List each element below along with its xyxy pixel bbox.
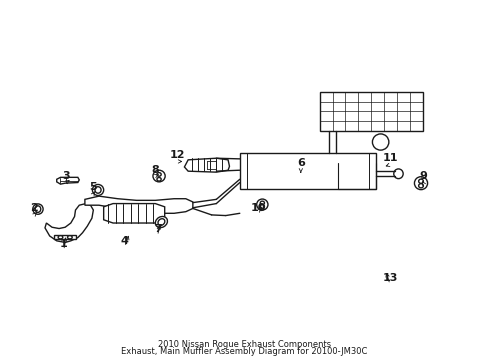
Ellipse shape [33,204,43,214]
Polygon shape [103,203,164,223]
Ellipse shape [158,219,164,225]
Ellipse shape [95,187,101,193]
Text: 2: 2 [30,203,38,213]
Ellipse shape [393,169,402,179]
Text: 4: 4 [121,236,128,246]
Ellipse shape [157,173,161,176]
Text: 3: 3 [62,171,70,181]
Text: 5: 5 [89,183,97,192]
Text: 12: 12 [170,150,185,160]
Text: 6: 6 [296,158,304,168]
Text: 11: 11 [382,153,397,163]
Text: 2010 Nissan Rogue Exhaust Components: 2010 Nissan Rogue Exhaust Components [158,340,330,349]
Polygon shape [319,92,422,131]
Text: 10: 10 [250,203,266,213]
Ellipse shape [260,201,264,205]
Polygon shape [239,153,375,189]
Ellipse shape [153,170,165,182]
Ellipse shape [372,134,388,150]
Polygon shape [54,235,75,239]
Ellipse shape [155,216,167,228]
Ellipse shape [67,236,72,239]
Text: 7: 7 [153,225,161,234]
Ellipse shape [260,205,264,208]
Polygon shape [184,158,229,172]
Ellipse shape [256,199,267,210]
Text: 8: 8 [151,165,159,175]
Ellipse shape [418,184,423,188]
Ellipse shape [58,236,62,239]
Ellipse shape [92,184,103,195]
Text: 1: 1 [60,239,67,249]
Ellipse shape [418,179,423,183]
Polygon shape [57,177,79,184]
Polygon shape [45,203,93,243]
Polygon shape [85,196,192,213]
Text: Exhaust, Main Muffler Assembly Diagram for 20100-JM30C: Exhaust, Main Muffler Assembly Diagram f… [121,347,367,356]
Text: 9: 9 [418,171,426,181]
Text: 13: 13 [382,273,397,283]
Ellipse shape [35,206,41,212]
Ellipse shape [414,177,427,190]
Ellipse shape [157,177,161,181]
